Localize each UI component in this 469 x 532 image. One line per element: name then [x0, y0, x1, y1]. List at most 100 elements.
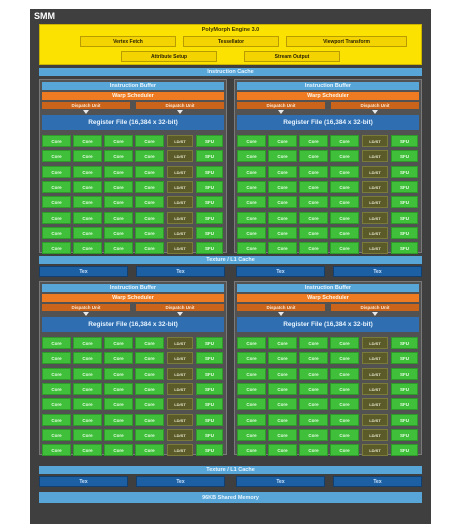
dispatch-arrow-icon [177, 110, 183, 114]
core-unit: Core [330, 429, 359, 441]
core-unit: Core [268, 352, 297, 364]
core-unit: Core [42, 135, 71, 147]
core-unit: Core [135, 150, 164, 162]
core-unit: Core [299, 398, 328, 410]
tex-unit: Tex [333, 266, 422, 277]
core-unit: Core [237, 181, 266, 193]
attribute-setup: Attribute Setup [121, 51, 217, 62]
smm-title: SMM [34, 11, 55, 21]
ldst-unit: LD/ST [362, 352, 388, 364]
sfu-unit: SFU [391, 368, 418, 380]
core-unit: Core [330, 135, 359, 147]
ldst-unit: LD/ST [362, 181, 388, 193]
ldst-unit: LD/ST [362, 368, 388, 380]
ldst-unit: LD/ST [167, 242, 193, 254]
core-unit: Core [237, 242, 266, 254]
register-file: Register File (16,384 x 32-bit) [42, 317, 224, 332]
register-file: Register File (16,384 x 32-bit) [42, 115, 224, 130]
processing-block: Instruction Buffer Warp Scheduler Dispatch… [39, 79, 227, 254]
ldst-unit: LD/ST [362, 383, 388, 395]
core-unit: Core [268, 227, 297, 239]
core-unit: Core [299, 368, 328, 380]
core-unit: Core [135, 181, 164, 193]
core-unit: Core [299, 444, 328, 456]
shared-memory: 96KB Shared Memory [39, 492, 422, 503]
ldst-unit: LD/ST [167, 337, 193, 349]
sfu-unit: SFU [196, 444, 223, 456]
sfu-unit: SFU [196, 196, 223, 208]
core-unit: Core [104, 414, 133, 426]
core-unit: Core [237, 368, 266, 380]
core-unit: Core [237, 429, 266, 441]
core-unit: Core [268, 242, 297, 254]
core-unit: Core [268, 181, 297, 193]
sfu-unit: SFU [196, 227, 223, 239]
core-unit: Core [299, 212, 328, 224]
sfu-unit: SFU [391, 135, 418, 147]
texture-cache-top: Texture / L1 Cache [39, 256, 422, 264]
ldst-unit: LD/ST [362, 444, 388, 456]
sfu-unit: SFU [196, 429, 223, 441]
core-unit: Core [73, 352, 102, 364]
core-unit: Core [330, 414, 359, 426]
ldst-unit: LD/ST [362, 242, 388, 254]
core-unit: Core [237, 150, 266, 162]
ldst-unit: LD/ST [167, 227, 193, 239]
core-unit: Core [299, 150, 328, 162]
core-unit: Core [73, 196, 102, 208]
dispatch-unit: Dispatch Unit [136, 304, 224, 311]
core-unit: Core [73, 150, 102, 162]
ldst-unit: LD/ST [167, 196, 193, 208]
core-unit: Core [73, 135, 102, 147]
core-unit: Core [237, 444, 266, 456]
core-unit: Core [268, 166, 297, 178]
dispatch-unit: Dispatch Unit [42, 304, 130, 311]
core-unit: Core [135, 383, 164, 395]
sfu-unit: SFU [391, 181, 418, 193]
dispatch-arrow-icon [278, 110, 284, 114]
sfu-unit: SFU [196, 212, 223, 224]
core-unit: Core [104, 368, 133, 380]
core-unit: Core [73, 444, 102, 456]
sfu-unit: SFU [196, 181, 223, 193]
sfu-unit: SFU [196, 368, 223, 380]
tex-unit: Tex [136, 476, 225, 487]
core-unit: Core [268, 383, 297, 395]
core-unit: Core [42, 196, 71, 208]
core-unit: Core [299, 196, 328, 208]
tessellator: Tessellator [183, 36, 279, 47]
core-unit: Core [135, 352, 164, 364]
core-unit: Core [104, 398, 133, 410]
sfu-unit: SFU [391, 212, 418, 224]
core-unit: Core [42, 242, 71, 254]
instruction-cache: Instruction Cache [39, 68, 422, 76]
core-unit: Core [330, 444, 359, 456]
ldst-unit: LD/ST [167, 383, 193, 395]
core-unit: Core [135, 196, 164, 208]
dispatch-arrow-icon [372, 312, 378, 316]
texture-cache-bottom: Texture / L1 Cache [39, 466, 422, 474]
core-unit: Core [73, 337, 102, 349]
sfu-unit: SFU [196, 414, 223, 426]
ldst-unit: LD/ST [167, 398, 193, 410]
core-unit: Core [42, 444, 71, 456]
core-unit: Core [299, 429, 328, 441]
core-unit: Core [237, 135, 266, 147]
core-unit: Core [73, 181, 102, 193]
core-unit: Core [330, 352, 359, 364]
ldst-unit: LD/ST [362, 337, 388, 349]
core-unit: Core [42, 383, 71, 395]
sfu-unit: SFU [196, 166, 223, 178]
core-unit: Core [42, 398, 71, 410]
core-unit: Core [268, 196, 297, 208]
core-unit: Core [237, 166, 266, 178]
core-unit: Core [237, 212, 266, 224]
core-unit: Core [135, 135, 164, 147]
processing-block: Instruction Buffer Warp Scheduler Dispatch… [234, 79, 422, 254]
core-unit: Core [135, 414, 164, 426]
core-unit: Core [135, 429, 164, 441]
core-unit: Core [237, 414, 266, 426]
ldst-unit: LD/ST [362, 227, 388, 239]
ldst-unit: LD/ST [167, 444, 193, 456]
sfu-unit: SFU [196, 135, 223, 147]
